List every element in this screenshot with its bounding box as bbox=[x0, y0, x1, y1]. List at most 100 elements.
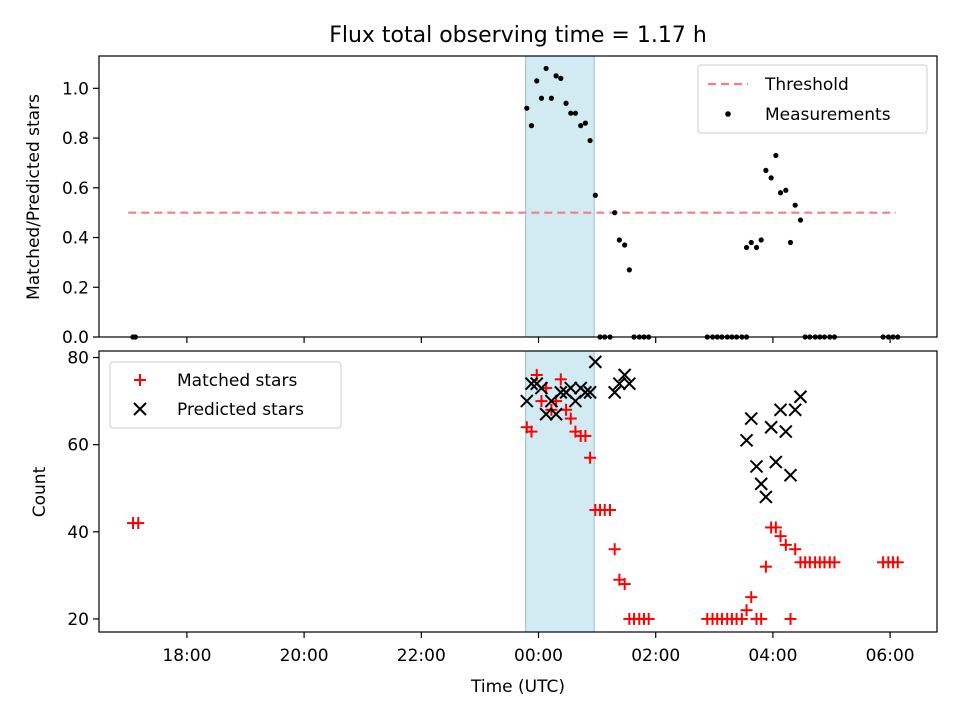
measurements-point bbox=[743, 244, 750, 251]
y-tick-label: 0.2 bbox=[62, 278, 89, 298]
matched-stars-point bbox=[789, 543, 802, 556]
cross-b bbox=[578, 385, 593, 400]
predicted-stars-point bbox=[788, 403, 802, 417]
cross-b bbox=[534, 381, 549, 395]
x-tick-label: 04:00 bbox=[748, 646, 797, 666]
cross-b bbox=[788, 403, 802, 417]
predicted-stars-point bbox=[520, 394, 534, 408]
cross-b bbox=[739, 433, 754, 448]
y-tick-label: 0.6 bbox=[62, 179, 89, 199]
y-tick-label: 60 bbox=[67, 436, 89, 456]
cross-b bbox=[583, 385, 597, 400]
predicted-stars-point bbox=[539, 407, 553, 421]
cross-b bbox=[793, 390, 808, 404]
x-tick-label: 18:00 bbox=[162, 646, 211, 666]
y-tick-label: 0.4 bbox=[62, 229, 89, 249]
matched-stars-point bbox=[564, 412, 577, 425]
cross-b bbox=[554, 385, 568, 400]
measurements-point bbox=[612, 210, 618, 216]
predicted-stars-point bbox=[773, 403, 788, 417]
measurements-point bbox=[768, 175, 774, 181]
matched-stars-point bbox=[759, 560, 772, 573]
threshold-legend-label: Threshold bbox=[764, 75, 849, 95]
measurements-point bbox=[538, 95, 545, 101]
matched-stars-point bbox=[535, 395, 548, 408]
measurements-point bbox=[777, 190, 784, 196]
matched-stars-point bbox=[769, 521, 782, 534]
measurements-point bbox=[568, 110, 574, 116]
matched-legend-swatch bbox=[134, 374, 146, 386]
matched-legend-label: Matched stars bbox=[177, 371, 297, 391]
predicted-stars-point bbox=[564, 381, 578, 395]
predicted-stars-point bbox=[583, 385, 597, 400]
predicted-stars-point bbox=[779, 424, 793, 439]
observing-window-shade bbox=[525, 55, 595, 338]
predicted-stars-point bbox=[612, 376, 627, 391]
cross-b bbox=[779, 424, 793, 439]
y-tick-label: 40 bbox=[67, 523, 89, 543]
y-tick-label: 20 bbox=[67, 610, 89, 630]
measurements-point bbox=[572, 110, 579, 116]
measurements-point bbox=[753, 244, 760, 251]
matched-stars-point bbox=[740, 604, 753, 617]
measurements-point bbox=[787, 239, 794, 246]
predicted-legend-swatch bbox=[133, 402, 147, 416]
predicted-stars-point bbox=[754, 477, 768, 491]
measurements-point bbox=[582, 120, 588, 126]
measurements-point bbox=[763, 167, 769, 173]
top-panel-frame bbox=[98, 55, 938, 338]
matched-stars-point bbox=[608, 543, 621, 556]
predicted-stars-point bbox=[783, 468, 798, 482]
matched-stars-point bbox=[584, 451, 597, 464]
x-tick-label: 22:00 bbox=[397, 646, 446, 666]
matched-stars-point bbox=[784, 612, 797, 625]
cross-b bbox=[612, 376, 627, 391]
cross-b bbox=[759, 490, 773, 504]
bottom-panel-frame bbox=[98, 350, 938, 633]
cross-b bbox=[744, 411, 758, 426]
bottom-legend: Matched stars Predicted stars bbox=[109, 361, 342, 429]
matched-stars-point bbox=[745, 591, 758, 604]
measurements-point bbox=[524, 105, 530, 111]
measurements-point bbox=[587, 137, 593, 144]
predicted-legend-label: Predicted stars bbox=[177, 400, 304, 420]
predicted-stars-point bbox=[764, 420, 778, 434]
cross-b bbox=[749, 459, 764, 474]
predicted-stars-point bbox=[759, 490, 773, 504]
measurements-point bbox=[558, 75, 564, 81]
predicted-stars-point bbox=[588, 355, 603, 369]
measurements-point bbox=[528, 123, 535, 129]
cross-b bbox=[564, 381, 578, 395]
measurements-point bbox=[543, 65, 549, 72]
top-legend: Threshold Measurements bbox=[697, 64, 928, 134]
predicted-stars-point bbox=[554, 385, 568, 400]
matched-stars-point bbox=[735, 612, 748, 625]
top-panel: 0.0 0.2 0.4 0.6 0.8 1.0 Matched/Predicted sta… bbox=[24, 55, 938, 348]
cross-b bbox=[549, 407, 563, 421]
matched-stars-point bbox=[618, 578, 631, 591]
measurements-point bbox=[616, 237, 622, 243]
x-tick-label: 00:00 bbox=[514, 646, 563, 666]
cross-b bbox=[764, 420, 778, 434]
matched-stars-point bbox=[579, 429, 592, 442]
measurements-point bbox=[534, 78, 540, 84]
predicted-stars-point bbox=[549, 407, 563, 421]
measurements-point bbox=[553, 73, 559, 79]
measurements-point bbox=[792, 202, 798, 208]
predicted-stars-point bbox=[524, 376, 539, 391]
matched-stars-point bbox=[560, 403, 573, 416]
predicted-stars-point bbox=[578, 385, 593, 400]
matched-stars-point bbox=[554, 373, 567, 386]
measurements-point bbox=[548, 95, 555, 101]
predicted-stars-point bbox=[744, 411, 758, 426]
predicted-stars-point bbox=[749, 459, 764, 474]
matched-stars-point bbox=[755, 612, 768, 625]
cross-b bbox=[524, 376, 539, 391]
bottom-legend-box bbox=[109, 361, 342, 429]
measurements-legend-label: Measurements bbox=[765, 105, 891, 125]
matched-stars-point bbox=[828, 556, 841, 569]
predicted-stars-point bbox=[739, 433, 754, 448]
measurements-point bbox=[578, 123, 584, 129]
y-tick-label: 80 bbox=[67, 349, 89, 369]
